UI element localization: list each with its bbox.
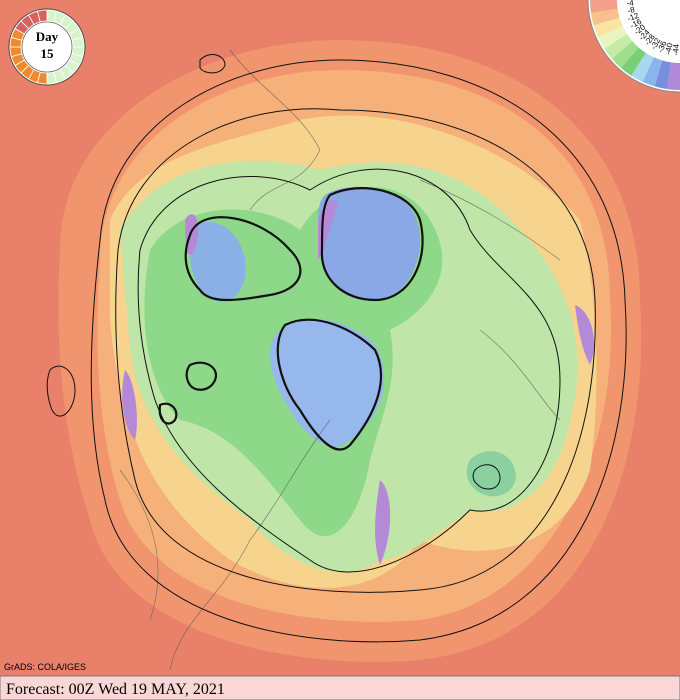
legend-swatch: [667, 62, 680, 90]
legend-swatch: [621, 47, 646, 76]
badge-day: 15: [41, 46, 55, 61]
legend-center: [644, 0, 680, 36]
footer-text: Forecast: 00Z Wed 19 MAY, 2021: [6, 681, 225, 698]
legend-swatch: [593, 17, 623, 38]
credit: GrADS: COLA/IGES: [4, 662, 86, 672]
badge-label: Day: [36, 29, 59, 44]
legend-label: -44: [671, 43, 680, 56]
legend-swatch: [590, 0, 618, 13]
legend-label: -4: [626, 0, 634, 8]
badge-segment: [36, 9, 48, 23]
badge-center: [21, 21, 73, 73]
legend-swatch: [598, 26, 628, 49]
legend-label: -12: [626, 11, 640, 24]
legend-label: -36: [656, 39, 669, 53]
legend-swatch: [590, 8, 620, 26]
temperature-field: [58, 40, 642, 662]
badge-segments: [9, 9, 85, 85]
legend-swatch: [611, 41, 639, 69]
legend-swatch: [654, 60, 672, 90]
legend-swatch: [604, 34, 633, 59]
color-legend: -4-8-12-16-20-24-28-32-36-40-44: [587, 0, 680, 93]
legend-label: -40: [663, 42, 674, 56]
legend-swatch: [631, 52, 654, 82]
day-badge: Day 15: [8, 8, 86, 86]
legend-swatch: [642, 57, 663, 87]
coastlines: [119, 49, 561, 671]
legend-label: -8: [627, 5, 636, 15]
height-contours: [46, 54, 627, 643]
footer-bar: [0, 675, 680, 700]
